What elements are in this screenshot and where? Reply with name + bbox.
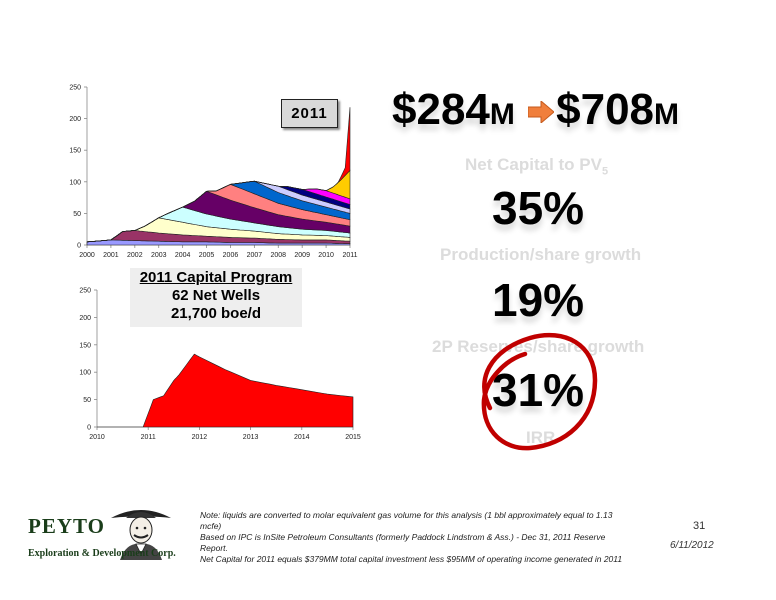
slide-number: 31	[693, 520, 706, 532]
logo-name: PEYTO	[28, 514, 105, 538]
cowboy-portrait-icon	[111, 510, 171, 560]
vintage-area-chart: 0 50 100 150 200 250 2000 2001 2002 2003 2004 2005 2…	[69, 85, 357, 260]
capital-program-box: 2011 Capital Program 62 Net Wells 21,700…	[130, 268, 302, 327]
x-tick-label: 2010	[89, 434, 105, 441]
company-logo: PEYTO Exploration & Development Corp.	[28, 500, 178, 570]
x-tick-label: 2007	[247, 252, 263, 259]
footnote-line: Net Capital for 2011 equals $379MM total…	[200, 554, 623, 564]
x-tick-label: 2015	[345, 434, 361, 441]
footnote-line: Based on IPC is InSite Petroleum Consult…	[200, 532, 606, 553]
net-capital-label: Net Capital to PV5	[465, 155, 685, 177]
x-tick-label: 2006	[223, 252, 239, 259]
x-tick-label: 2004	[175, 252, 191, 259]
y-tick-label: 250	[69, 85, 81, 92]
capital-to-pv-values: $284M $708M	[392, 82, 702, 142]
reserves-growth-label: 2P Reserves/share growth	[432, 337, 645, 356]
vintage-chart-axes: 0 50 100 150 200 250 2000 2001 2002 2003 2004 2005 2…	[69, 85, 357, 260]
capital-program-chart: 0 50 100 150 200 250 2010 2011 2012 2013 2014 2015	[79, 288, 361, 442]
y-tick-label: 100	[69, 179, 81, 186]
y-tick-label: 200	[69, 116, 81, 123]
pv5-unit: M	[654, 98, 680, 131]
net-capital-unit: M	[489, 98, 515, 131]
x-tick-label: 2005	[199, 252, 215, 259]
capital-program-title: 2011 Capital Program	[139, 269, 293, 286]
footnotes: Note: liquids are converted to molar equ…	[200, 510, 630, 565]
pv5-value: $708	[556, 85, 655, 134]
y-tick-label: 100	[79, 370, 91, 377]
program-chart-areas	[97, 353, 354, 428]
year-callout-label: 2011	[291, 105, 328, 122]
production-growth-label: Production/share growth	[440, 245, 642, 264]
x-tick-label: 2002	[127, 252, 143, 259]
net-wells-label: 62 Net Wells	[171, 287, 261, 304]
x-tick-label: 2008	[270, 252, 286, 259]
production-growth-value: 35%	[492, 182, 585, 234]
net-capital-value: $284	[392, 85, 490, 134]
x-tick-label: 2009	[294, 252, 310, 259]
year-callout-box: 2011	[281, 99, 338, 128]
x-tick-label: 2010	[318, 252, 334, 259]
net-capital-label-text: Net Capital to PV	[465, 155, 602, 174]
y-tick-label: 0	[87, 425, 91, 432]
production-label: 21,700 boe/d	[170, 305, 262, 322]
series-area-2011	[97, 353, 354, 428]
series-area-2011	[86, 107, 351, 243]
footnote-line: Note: liquids are converted to molar equ…	[200, 510, 613, 531]
y-tick-label: 50	[73, 211, 81, 218]
y-tick-label: 150	[69, 148, 81, 155]
slide-date: 6/11/2012	[670, 540, 714, 551]
right-arrow-icon	[527, 100, 555, 125]
x-tick-label: 2011	[342, 252, 357, 259]
x-tick-label: 2013	[243, 434, 259, 441]
x-tick-label: 2014	[294, 434, 310, 441]
y-tick-label: 150	[79, 342, 91, 349]
x-tick-label: 2012	[192, 434, 208, 441]
reserves-growth-value: 19%	[492, 274, 585, 326]
x-tick-label: 2011	[141, 434, 156, 441]
y-tick-label: 0	[77, 243, 81, 250]
irr-value: 31%	[492, 364, 585, 416]
hand-drawn-circle	[481, 332, 598, 451]
y-tick-label: 50	[83, 397, 91, 404]
x-tick-label: 2000	[79, 252, 95, 259]
y-tick-label: 250	[79, 288, 91, 295]
pv-subscript: 5	[601, 165, 609, 178]
x-tick-label: 2001	[103, 252, 119, 259]
logo-tagline: Exploration & Development Corp.	[28, 548, 176, 559]
x-tick-label: 2003	[151, 252, 167, 259]
y-tick-label: 200	[79, 315, 91, 322]
vintage-chart-areas	[86, 107, 351, 246]
